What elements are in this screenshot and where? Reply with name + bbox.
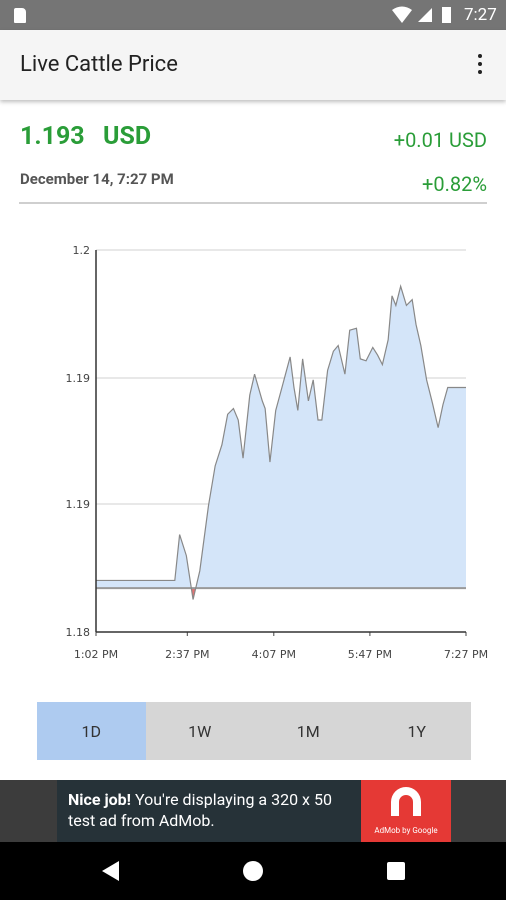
app-title: Live Cattle Price: [20, 52, 178, 77]
ad-banner[interactable]: Nice job! You're displaying a 320 x 50 t…: [57, 780, 361, 842]
price-change: +0.01 USD: [393, 128, 487, 152]
app-bar: [0, 30, 506, 100]
back-button[interactable]: [102, 861, 119, 881]
range-tab[interactable]: 1Y: [362, 702, 471, 760]
status-icons: [392, 6, 451, 23]
y-tick-label: 1.19: [66, 498, 91, 511]
range-tab[interactable]: 1D: [37, 702, 146, 760]
currency: USD: [103, 122, 152, 151]
sd-icon: [14, 8, 26, 23]
x-tick-label: 2:37 PM: [165, 648, 209, 661]
price-line: [96, 284, 466, 600]
ad-icon: [361, 780, 451, 842]
y-tick-label: 1.18: [66, 626, 91, 639]
quote-date: December 14, 7:27 PM: [20, 170, 174, 188]
range-tabs: 1D 1W 1M 1Y: [37, 702, 471, 760]
recents-button[interactable]: [387, 862, 405, 880]
ad-text: You're displaying a 320 x 50 test ad fro…: [68, 790, 332, 830]
divider: [19, 202, 487, 204]
x-tick-label: 7:27 PM: [444, 648, 488, 661]
ad-logo-text: AdMob by Google: [374, 826, 438, 835]
y-tick-label: 1.2: [73, 244, 91, 257]
y-tick-label: 1.19: [66, 372, 91, 385]
x-tick-label: 5:47 PM: [348, 648, 392, 661]
range-tab[interactable]: 1M: [254, 702, 363, 760]
percent-change: +0.82%: [422, 172, 487, 196]
status-bar: 7:27: [0, 0, 506, 30]
ad-headline: Nice job!: [68, 790, 131, 809]
area-above: [96, 286, 466, 589]
nav-bar: [0, 842, 506, 900]
chart: 1.18 1.19 1.19 1.2 1:02 PM 2:37 PM 4:07 PM 5:47…: [66, 244, 489, 661]
price: 1.193: [20, 122, 85, 151]
x-tick-label: 4:07 PM: [252, 648, 296, 661]
home-button[interactable]: [243, 861, 263, 881]
admob-logo: [391, 787, 421, 816]
nav-buttons: [102, 861, 405, 881]
range-tab[interactable]: 1W: [145, 702, 254, 760]
status-time: 7:27: [464, 5, 497, 25]
menu-button[interactable]: [470, 52, 490, 78]
x-tick-label: 1:02 PM: [74, 648, 118, 661]
